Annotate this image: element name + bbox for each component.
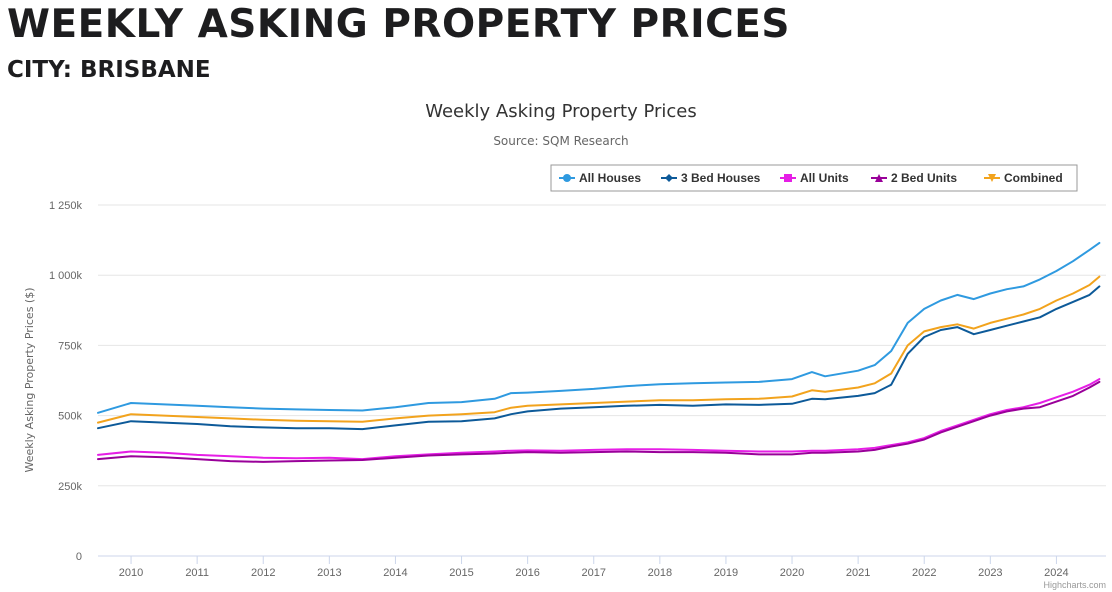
x-axis: 2010 2011 2012 2013 2014 2015 2016 2017 2018 2019… [119,556,1069,579]
x-tick-label: 2022 [912,567,936,579]
legend-marker [875,174,883,182]
x-tick-label: 2015 [449,567,473,579]
series-line-2-bed-units [97,380,1101,463]
legend-item-all-units[interactable]: All Units [780,171,849,185]
legend-marker [988,174,996,182]
legend-item-all-houses[interactable]: All Houses [559,171,641,185]
y-axis: 0 250k 500k 750k 1 000k 1 250k [49,200,83,563]
x-tick-label: 2023 [978,567,1002,579]
x-tick-label: 2012 [251,567,275,579]
legend: All Houses 3 Bed Houses All Units 2 Bed Uni… [550,164,1078,192]
y-tick-label: 750k [58,340,82,352]
chart-title: Weekly Asking Property Prices [425,101,697,122]
y-tick-label: 250k [58,481,82,493]
series-line-combined [97,275,1101,424]
x-tick-label: 2024 [1044,567,1068,579]
series-lines [97,241,1101,463]
legend-marker [665,174,673,182]
legend-item-combined[interactable]: Combined [984,171,1063,185]
x-tick-label: 2014 [383,567,407,579]
legend-label: Combined [1004,171,1063,185]
legend-item-2-bed-units[interactable]: 2 Bed Units [871,171,957,185]
legend-item-3-bed-houses[interactable]: 3 Bed Houses [661,171,761,185]
page-subheading: CITY: BRISBANE [7,57,211,83]
x-tick-label: 2018 [648,567,672,579]
y-tick-label: 500k [58,411,82,423]
x-tick-label: 2016 [515,567,539,579]
legend-marker [563,174,571,182]
series-line-all-houses [97,241,1101,414]
y-tick-label: 0 [76,551,82,563]
legend-label: 2 Bed Units [891,171,957,185]
x-tick-label: 2010 [119,567,143,579]
credits-link[interactable]: Highcharts.com [1043,580,1106,590]
chart-subtitle: Source: SQM Research [493,134,628,148]
legend-label: All Units [800,171,849,185]
x-tick-label: 2013 [317,567,341,579]
legend-marker [784,174,792,182]
y-tick-label: 1 250k [49,200,83,212]
y-tick-label: 1 000k [49,270,83,282]
page-heading: WEEKLY ASKING PROPERTY PRICES [7,2,791,47]
grid-lines [98,204,1106,557]
x-tick-label: 2011 [185,567,209,579]
series-line-3-bed-houses [97,285,1101,431]
series-line-all-units [97,378,1101,461]
legend-label: 3 Bed Houses [681,171,761,185]
x-tick-label: 2020 [780,567,804,579]
x-tick-label: 2019 [714,567,738,579]
x-tick-label: 2021 [846,567,870,579]
y-axis-title: Weekly Asking Property Prices ($) [23,287,36,472]
x-tick-label: 2017 [581,567,605,579]
legend-label: All Houses [579,171,641,185]
